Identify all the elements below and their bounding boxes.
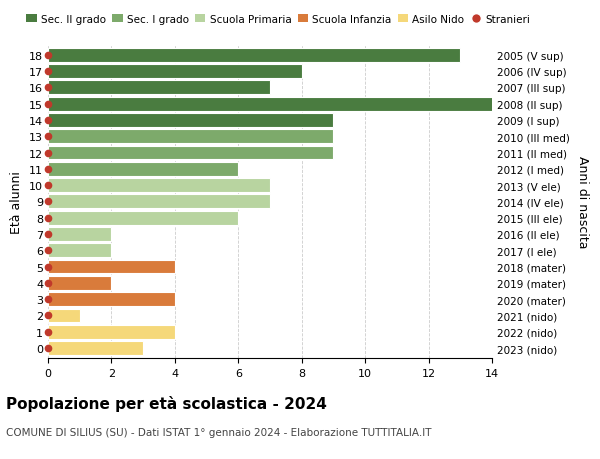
Bar [48, 49, 460, 62]
Bar [48, 81, 270, 95]
Bar [48, 97, 524, 112]
Y-axis label: Età alunni: Età alunni [10, 171, 23, 233]
Bar [48, 65, 302, 79]
Bar [48, 276, 112, 290]
Bar [48, 228, 112, 241]
Text: Popolazione per età scolastica - 2024: Popolazione per età scolastica - 2024 [6, 395, 327, 411]
Bar [48, 146, 334, 160]
Bar [48, 341, 143, 355]
Legend: Sec. II grado, Sec. I grado, Scuola Primaria, Scuola Infanzia, Asilo Nido, Stran: Sec. II grado, Sec. I grado, Scuola Prim… [22, 11, 534, 29]
Bar [48, 114, 334, 128]
Bar [48, 260, 175, 274]
Y-axis label: Anni di nascita: Anni di nascita [576, 156, 589, 248]
Bar [48, 130, 334, 144]
Text: COMUNE DI SILIUS (SU) - Dati ISTAT 1° gennaio 2024 - Elaborazione TUTTITALIA.IT: COMUNE DI SILIUS (SU) - Dati ISTAT 1° ge… [6, 427, 431, 437]
Bar [48, 309, 80, 323]
Bar [48, 244, 112, 257]
Bar [48, 211, 238, 225]
Bar [48, 179, 270, 193]
Bar [48, 292, 175, 307]
Bar [48, 162, 238, 176]
Bar [48, 195, 270, 209]
Bar [48, 325, 175, 339]
